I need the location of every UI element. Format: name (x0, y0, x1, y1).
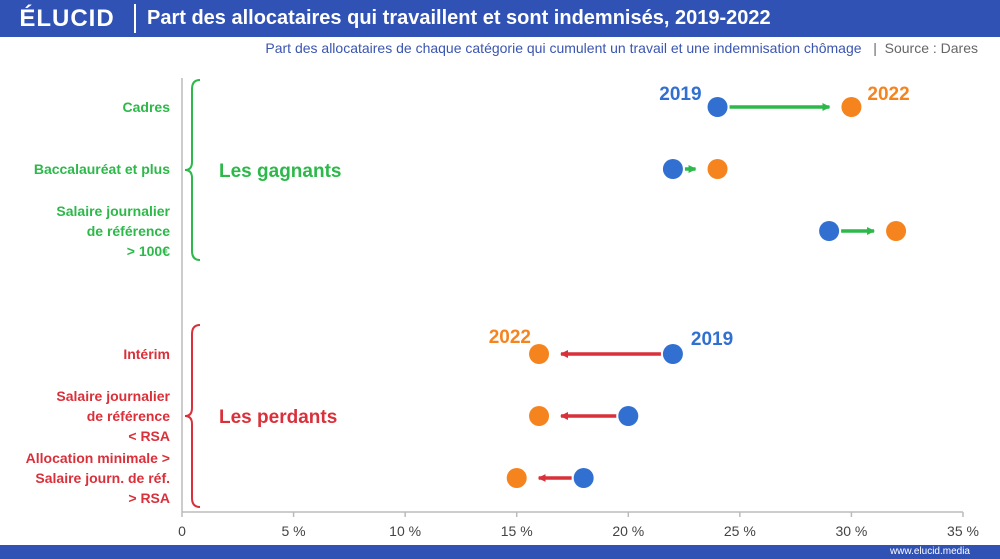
x-tick-label: 0 (178, 523, 186, 539)
footer-bar: www.elucid.media (0, 545, 1000, 559)
category-label: Baccalauréat et plus (34, 161, 170, 177)
x-tick-label: 25 % (724, 523, 756, 539)
group-label: Les perdants (219, 407, 337, 428)
dot-2022 (707, 159, 728, 179)
category-label: > RSA (128, 490, 170, 506)
dot-2019 (573, 468, 594, 488)
category-label: de référence (87, 408, 170, 424)
category-label: Salaire journ. de réf. (35, 470, 170, 486)
x-tick-label: 10 % (389, 523, 421, 539)
chart-subtitle: Part des allocataires de chaque catégori… (265, 38, 978, 58)
brand-logo[interactable]: ÉLUCID (19, 4, 115, 32)
subtitle-separator: | (873, 40, 877, 56)
group-bracket (184, 79, 201, 261)
logo-divider (134, 4, 136, 33)
category-label: Allocation minimale > (26, 450, 170, 466)
dot-2019 (707, 97, 728, 117)
source-label: Source : Dares (884, 40, 978, 56)
subtitle-text: Part des allocataires de chaque catégori… (265, 40, 862, 56)
x-tick-label: 5 % (282, 523, 306, 539)
data-mark-layer: 2019 2022 2022 2019 (489, 84, 910, 488)
category-label: de référence (87, 223, 170, 239)
x-tick-label: 30 % (835, 523, 867, 539)
dot-2019 (662, 159, 683, 179)
dot-2022 (841, 97, 862, 117)
chart-title: Part des allocataires qui travaillent et… (147, 7, 771, 29)
category-label: Cadres (123, 99, 171, 115)
category-label: > 100€ (127, 243, 170, 259)
category-label: Salaire journalier (56, 203, 170, 219)
x-tick-label: 20 % (612, 523, 644, 539)
axis-layer: 0 5 % 10 % 15 % 20 % 25 % 30 % 35 % (178, 78, 979, 539)
group-label: Les gagnants (219, 161, 341, 182)
group-bracket-layer: Les gagnants Les perdants (184, 79, 341, 508)
year-label-2019: 2019 (659, 84, 701, 105)
category-label: < RSA (128, 428, 170, 444)
x-tick-label: 15 % (501, 523, 533, 539)
dot-2022 (529, 406, 550, 426)
group-bracket (184, 324, 201, 508)
category-label-layer: Cadres Baccalauréat et plus Salaire journa… (26, 99, 171, 506)
header-bar: ÉLUCID Part des allocataires qui travail… (0, 0, 1000, 37)
dot-2022 (506, 468, 527, 488)
footer-site-link[interactable]: www.elucid.media (889, 546, 970, 557)
dot-2022 (529, 344, 550, 364)
year-label-2019: 2019 (691, 329, 733, 350)
x-tick-label: 35 % (947, 523, 979, 539)
dot-2019 (662, 344, 683, 364)
year-label-2022: 2022 (489, 327, 531, 348)
dot-2022 (886, 221, 907, 241)
category-label: Salaire journalier (56, 388, 170, 404)
category-label: Intérim (123, 346, 170, 362)
dot-2019 (618, 406, 639, 426)
dot-2019 (819, 221, 840, 241)
year-label-2022: 2022 (867, 84, 909, 105)
